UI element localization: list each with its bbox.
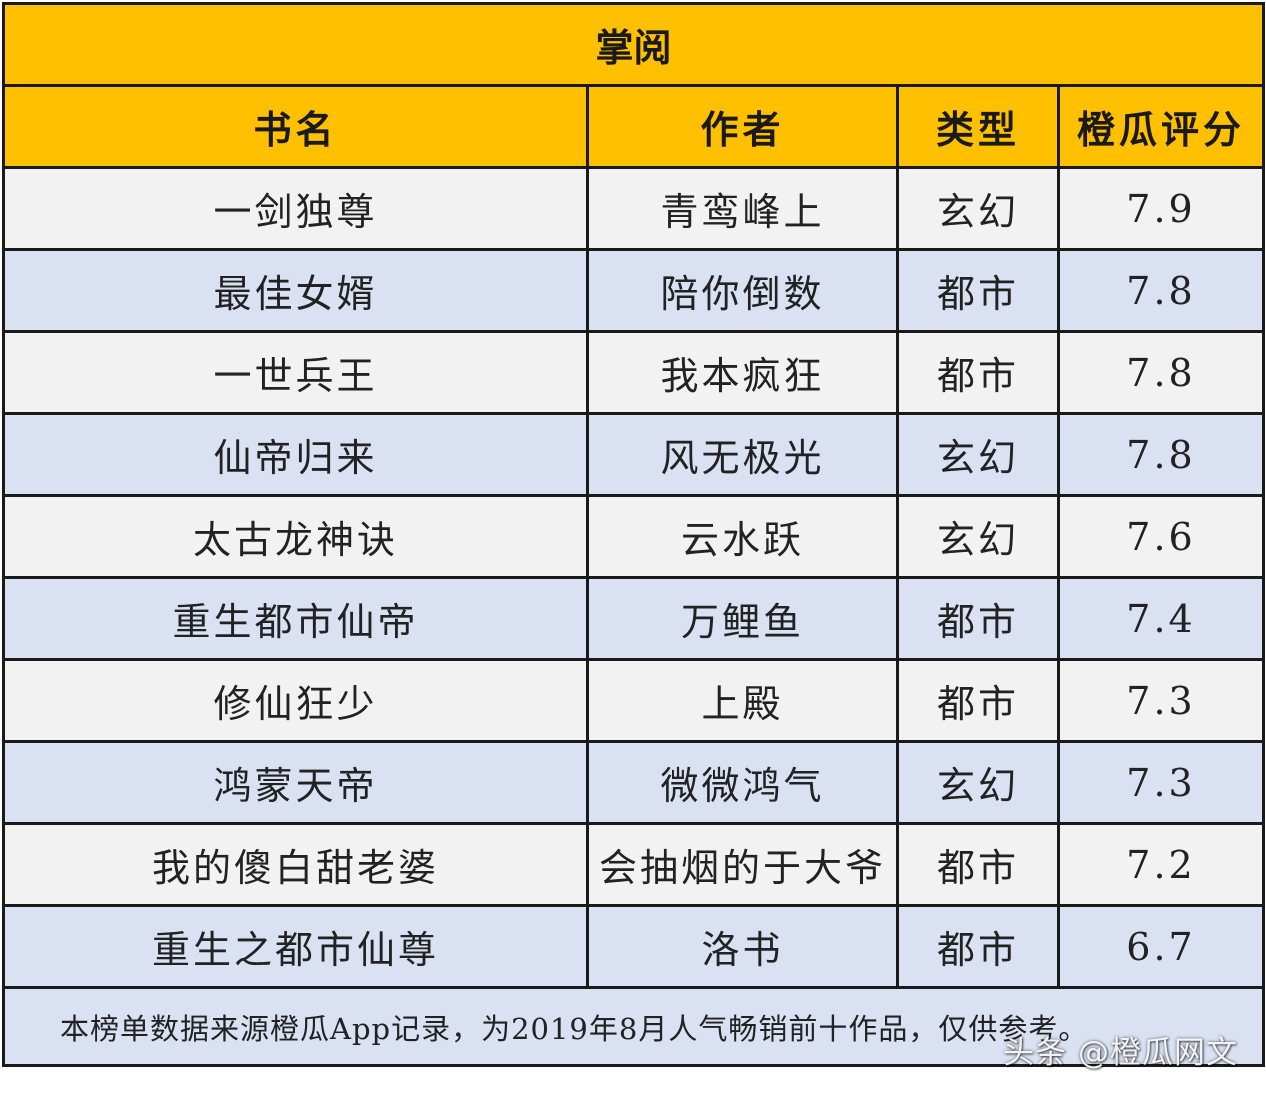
ranking-table: 掌阅 书名 作者 类型 橙瓜评分 一剑独尊 青鸾峰上 玄幻 7.9 最佳女婿 陪你倒数 都市…	[1, 2, 1266, 1067]
footnote: 本榜单数据来源橙瓜App记录，为2019年8月人气畅销前十作品，仅供参考。	[1, 986, 1266, 1067]
cell-book: 一世兵王	[2, 330, 589, 415]
cell-author: 微微鸿气	[586, 740, 899, 825]
table-row: 一世兵王 我本疯狂 都市 7.8	[2, 330, 1266, 415]
header-score: 橙瓜评分	[1056, 84, 1266, 169]
table-row: 我的傻白甜老婆 会抽烟的于大爷 都市 7.2	[2, 822, 1266, 907]
cell-score: 6.7	[1056, 904, 1266, 989]
table-row: 鸿蒙天帝 微微鸿气 玄幻 7.3	[2, 740, 1266, 825]
cell-author: 陪你倒数	[586, 248, 899, 333]
cell-author: 云水跃	[586, 494, 899, 579]
cell-score: 7.4	[1056, 576, 1266, 661]
table-row: 重生之都市仙尊 洛书 都市 6.7	[2, 904, 1266, 989]
cell-author: 上殿	[586, 658, 899, 743]
table-title: 掌阅	[1, 2, 1266, 87]
cell-genre: 玄幻	[896, 412, 1060, 497]
cell-book: 一剑独尊	[2, 166, 589, 251]
cell-score: 7.8	[1056, 248, 1266, 333]
cell-genre: 玄幻	[896, 494, 1060, 579]
table-row: 修仙狂少 上殿 都市 7.3	[2, 658, 1266, 743]
cell-book: 修仙狂少	[2, 658, 589, 743]
cell-author: 我本疯狂	[586, 330, 899, 415]
cell-score: 7.3	[1056, 658, 1266, 743]
cell-author: 会抽烟的于大爷	[586, 822, 899, 907]
footnote-row: 本榜单数据来源橙瓜App记录，为2019年8月人气畅销前十作品，仅供参考。	[1, 986, 1266, 1067]
header-genre: 类型	[896, 84, 1060, 169]
cell-book: 重生之都市仙尊	[2, 904, 589, 989]
cell-score: 7.8	[1056, 330, 1266, 415]
table-row: 仙帝归来 风无极光 玄幻 7.8	[2, 412, 1266, 497]
cell-score: 7.3	[1056, 740, 1266, 825]
cell-score: 7.8	[1056, 412, 1266, 497]
cell-genre: 都市	[896, 576, 1060, 661]
cell-book: 重生都市仙帝	[2, 576, 589, 661]
cell-book: 鸿蒙天帝	[2, 740, 589, 825]
cell-author: 洛书	[586, 904, 899, 989]
cell-genre: 都市	[896, 904, 1060, 989]
cell-book: 仙帝归来	[2, 412, 589, 497]
header-row: 书名 作者 类型 橙瓜评分	[2, 84, 1266, 169]
table-row: 一剑独尊 青鸾峰上 玄幻 7.9	[2, 166, 1266, 251]
cell-genre: 都市	[896, 658, 1060, 743]
header-book: 书名	[2, 84, 589, 169]
cell-score: 7.6	[1056, 494, 1266, 579]
cell-author: 风无极光	[586, 412, 899, 497]
cell-genre: 玄幻	[896, 166, 1060, 251]
title-row: 掌阅	[1, 2, 1266, 87]
cell-genre: 都市	[896, 822, 1060, 907]
header-author: 作者	[586, 84, 899, 169]
cell-score: 7.9	[1056, 166, 1266, 251]
cell-score: 7.2	[1056, 822, 1266, 907]
cell-book: 我的傻白甜老婆	[2, 822, 589, 907]
cell-genre: 玄幻	[896, 740, 1060, 825]
table-row: 最佳女婿 陪你倒数 都市 7.8	[2, 248, 1266, 333]
cell-author: 万鲤鱼	[586, 576, 899, 661]
cell-genre: 都市	[896, 248, 1060, 333]
watermark: 头条 @橙瓜网文	[1003, 1035, 1238, 1071]
table-row: 太古龙神诀 云水跃 玄幻 7.6	[2, 494, 1266, 579]
cell-book: 太古龙神诀	[2, 494, 589, 579]
cell-book: 最佳女婿	[2, 248, 589, 333]
cell-author: 青鸾峰上	[586, 166, 899, 251]
cell-genre: 都市	[896, 330, 1060, 415]
table-row: 重生都市仙帝 万鲤鱼 都市 7.4	[2, 576, 1266, 661]
